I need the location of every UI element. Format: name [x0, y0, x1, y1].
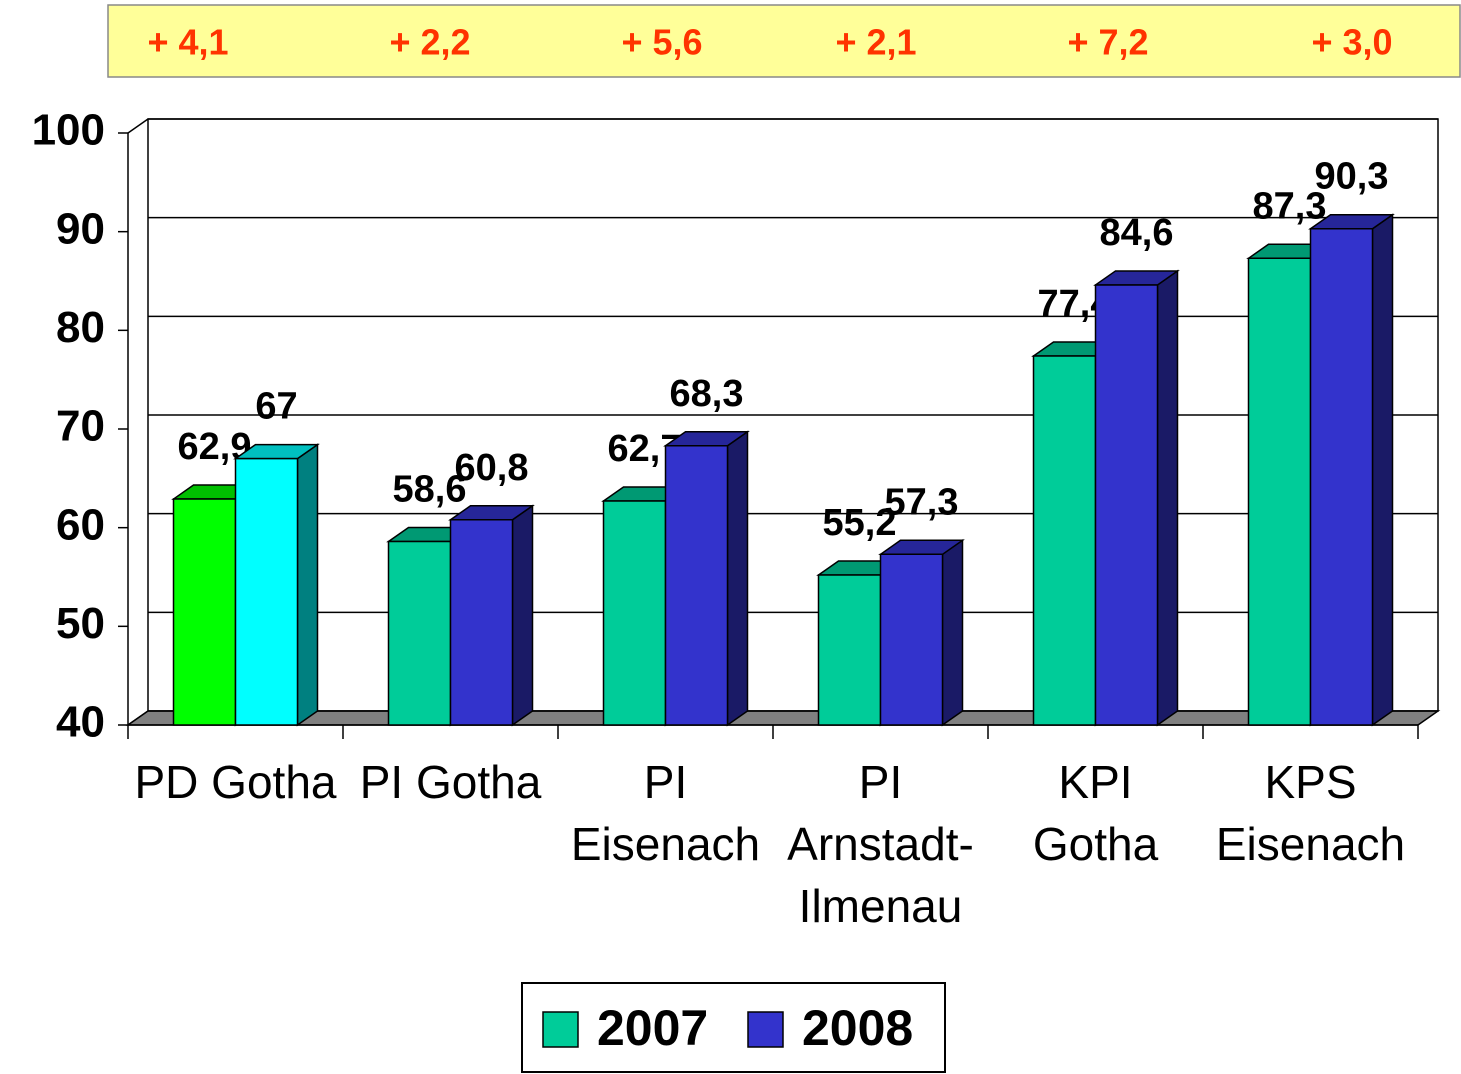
difference-label: + 5,6 — [621, 22, 702, 63]
y-tick-label: 50 — [56, 599, 105, 648]
legend-swatch — [542, 1011, 579, 1048]
legend-label: 2007 — [597, 1000, 708, 1056]
bar-side — [726, 430, 749, 727]
bar-front — [1094, 284, 1159, 726]
legend-swatch — [747, 1011, 784, 1048]
bar-side — [941, 538, 964, 727]
bar-front — [234, 457, 299, 726]
value-label: 57,3 — [885, 481, 959, 523]
value-label: 55,2 — [823, 502, 897, 544]
bar — [1308, 213, 1395, 727]
bar — [663, 430, 750, 727]
bar — [878, 538, 965, 727]
difference-label: + 7,2 — [1067, 22, 1148, 63]
bar-front — [664, 445, 729, 726]
value-label: 84,6 — [1100, 212, 1174, 254]
y-tick-label: 80 — [56, 303, 105, 352]
difference-label: + 4,1 — [147, 22, 228, 63]
bar-side — [296, 443, 319, 727]
side-wall — [127, 118, 149, 726]
bar-side — [1371, 213, 1394, 727]
value-label: 58,6 — [393, 469, 467, 511]
difference-banner — [107, 4, 1461, 78]
value-label: 90,3 — [1315, 156, 1389, 198]
y-tick-label: 100 — [32, 106, 105, 155]
x-tick-label: KPS Eisenach — [1215, 756, 1406, 870]
bar-front — [449, 519, 514, 726]
x-tick-label: PI Eisenach — [570, 756, 761, 870]
legend-label: 2008 — [802, 1000, 913, 1056]
difference-label: + 2,1 — [835, 22, 916, 63]
bar-front — [172, 498, 237, 726]
floor — [125, 710, 1441, 726]
difference-label: + 2,2 — [389, 22, 470, 63]
bar — [233, 443, 320, 727]
x-tick-label: PI Arnstadt- Ilmenau — [787, 756, 974, 932]
bar-front — [1032, 355, 1097, 726]
bar-front — [1247, 257, 1312, 726]
x-tick-label: PI Gotha — [359, 756, 542, 808]
bar-front — [879, 553, 944, 726]
y-tick-label: 60 — [56, 500, 105, 549]
bar-side — [511, 504, 534, 727]
y-tick-label: 40 — [56, 698, 105, 747]
bar-front — [602, 500, 667, 726]
y-tick-label: 90 — [56, 204, 105, 253]
value-label: 87,3 — [1253, 185, 1327, 227]
value-label: 67 — [255, 386, 297, 428]
x-tick-label: PD Gotha — [134, 756, 337, 808]
bar — [448, 504, 535, 727]
value-label: 60,8 — [455, 447, 529, 489]
legend-box — [521, 982, 946, 1073]
bar-front — [817, 574, 882, 726]
bar-front — [1309, 227, 1374, 726]
x-tick-label: KPI Gotha — [1032, 756, 1159, 870]
bar — [1093, 269, 1180, 727]
difference-label: + 3,0 — [1311, 22, 1392, 63]
bar-front — [387, 540, 452, 726]
value-label: 68,3 — [670, 373, 744, 415]
bar-side — [1156, 269, 1179, 727]
y-tick-label: 70 — [56, 402, 105, 451]
